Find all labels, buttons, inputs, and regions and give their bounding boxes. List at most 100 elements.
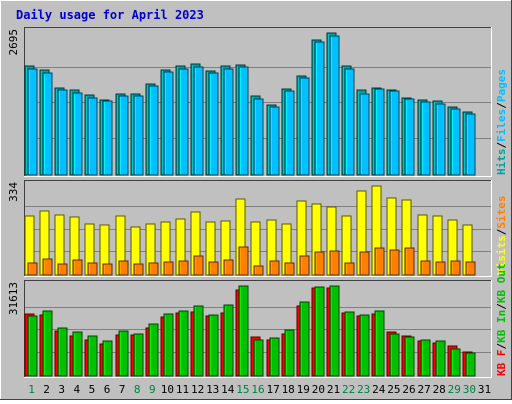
legend-entry-3: / xyxy=(495,303,508,310)
x-label-day-23: 23 xyxy=(357,383,370,396)
bar-kb-in-day-15 xyxy=(238,285,249,377)
bar-sites-day-9 xyxy=(148,262,159,276)
bar-sites-day-6 xyxy=(102,263,113,276)
bar-files-day-9 xyxy=(148,85,159,176)
bar-files-day-23 xyxy=(359,93,370,176)
x-label-day-22: 22 xyxy=(342,383,355,396)
x-label-day-4: 4 xyxy=(73,383,80,396)
bar-files-day-7 xyxy=(118,95,129,176)
bar-sites-day-2 xyxy=(42,258,53,276)
bar-files-day-29 xyxy=(450,108,461,176)
x-label-day-29: 29 xyxy=(448,383,461,396)
x-label-day-18: 18 xyxy=(282,383,295,396)
bar-kb-in-day-27 xyxy=(420,339,431,377)
bar-sites-day-20 xyxy=(314,251,325,276)
x-label-day-25: 25 xyxy=(387,383,400,396)
x-label-day-28: 28 xyxy=(433,383,446,396)
bar-sites-day-21 xyxy=(329,250,340,276)
x-label-day-19: 19 xyxy=(297,383,310,396)
bar-kb-in-day-16 xyxy=(253,339,264,377)
bar-files-day-30 xyxy=(465,113,476,176)
bar-sites-day-7 xyxy=(118,260,129,276)
bar-files-day-20 xyxy=(314,41,325,176)
x-label-day-7: 7 xyxy=(119,383,126,396)
x-label-day-9: 9 xyxy=(149,383,156,396)
x-label-day-12: 12 xyxy=(191,383,204,396)
bar-files-day-5 xyxy=(87,97,98,176)
legend-entry-1: / xyxy=(495,228,508,235)
bar-files-day-26 xyxy=(404,98,415,176)
legend-entry-3: / xyxy=(495,102,508,109)
bar-files-day-8 xyxy=(133,95,144,176)
bar-kb-in-day-7 xyxy=(118,330,129,377)
bar-kb-in-day-23 xyxy=(359,314,370,377)
bar-kb-in-day-6 xyxy=(102,340,113,377)
bar-files-day-17 xyxy=(269,106,280,176)
bar-kb-in-day-2 xyxy=(42,310,53,377)
bar-sites-day-26 xyxy=(404,247,415,276)
bar-kb-in-day-19 xyxy=(299,301,310,377)
bar-sites-day-14 xyxy=(223,259,234,276)
bar-sites-day-22 xyxy=(344,262,355,276)
legend-entry-4: KB Out xyxy=(495,263,508,303)
x-label-day-3: 3 xyxy=(58,383,65,396)
bar-kb-in-day-18 xyxy=(284,329,295,377)
bar-sites-day-8 xyxy=(133,263,144,276)
bar-sites-day-11 xyxy=(178,260,189,276)
x-label-day-26: 26 xyxy=(402,383,415,396)
bar-kb-in-day-14 xyxy=(223,304,234,377)
x-label-day-31: 31 xyxy=(478,383,491,396)
bar-files-day-19 xyxy=(299,77,310,176)
bar-kb-in-day-25 xyxy=(389,333,400,377)
bar-files-day-28 xyxy=(435,103,446,176)
bar-kb-in-day-10 xyxy=(163,313,174,377)
bar-sites-day-29 xyxy=(450,260,461,276)
x-label-day-24: 24 xyxy=(372,383,386,396)
x-label-day-2: 2 xyxy=(43,383,50,396)
x-label-day-17: 17 xyxy=(266,383,279,396)
bar-sites-day-10 xyxy=(163,261,174,276)
bar-sites-day-5 xyxy=(87,262,98,276)
x-label-day-27: 27 xyxy=(417,383,430,396)
legend-entry-2: Sites xyxy=(495,196,508,229)
x-label-day-6: 6 xyxy=(104,383,111,396)
bar-sites-day-23 xyxy=(359,251,370,276)
bar-files-day-18 xyxy=(284,90,295,176)
bar-sites-day-15 xyxy=(238,246,249,276)
bar-sites-day-28 xyxy=(435,261,446,276)
bar-files-day-6 xyxy=(102,100,113,176)
legend-entry-4: Pages xyxy=(495,69,508,102)
bar-files-day-4 xyxy=(72,92,83,176)
bar-sites-day-12 xyxy=(193,255,204,276)
bar-kb-in-day-12 xyxy=(193,305,204,377)
bar-sites-day-25 xyxy=(389,249,400,276)
bar-sites-day-18 xyxy=(284,262,295,276)
legend-entry-0: Visits xyxy=(495,235,508,275)
x-label-day-11: 11 xyxy=(176,383,189,396)
bar-files-day-10 xyxy=(163,71,174,176)
bar-files-day-13 xyxy=(208,72,219,176)
bar-files-day-2 xyxy=(42,72,53,176)
legend-entry-1: / xyxy=(495,142,508,149)
bar-kb-in-day-5 xyxy=(87,335,98,377)
x-label-day-21: 21 xyxy=(327,383,340,396)
bar-kb-in-day-17 xyxy=(269,337,280,377)
bar-sites-day-27 xyxy=(420,260,431,276)
chart-panels: 2695Hits/Files/Pages334Visits/Sites31613… xyxy=(7,27,508,378)
bar-kb-in-day-29 xyxy=(450,348,461,377)
x-label-day-14: 14 xyxy=(221,383,235,396)
legend-entry-2: KB In xyxy=(495,310,508,343)
legend: Hits/Files/Pages xyxy=(495,69,508,175)
legend-entry-2: Files xyxy=(495,109,508,142)
bar-files-day-11 xyxy=(178,68,189,176)
legend: Visits/Sites xyxy=(495,196,508,276)
bar-sites-day-13 xyxy=(208,261,219,276)
bar-sites-day-3 xyxy=(57,263,68,276)
bar-sites-day-16 xyxy=(253,265,264,276)
bar-files-day-27 xyxy=(420,101,431,176)
bar-files-day-22 xyxy=(344,68,355,176)
bar-kb-in-day-4 xyxy=(72,331,83,377)
